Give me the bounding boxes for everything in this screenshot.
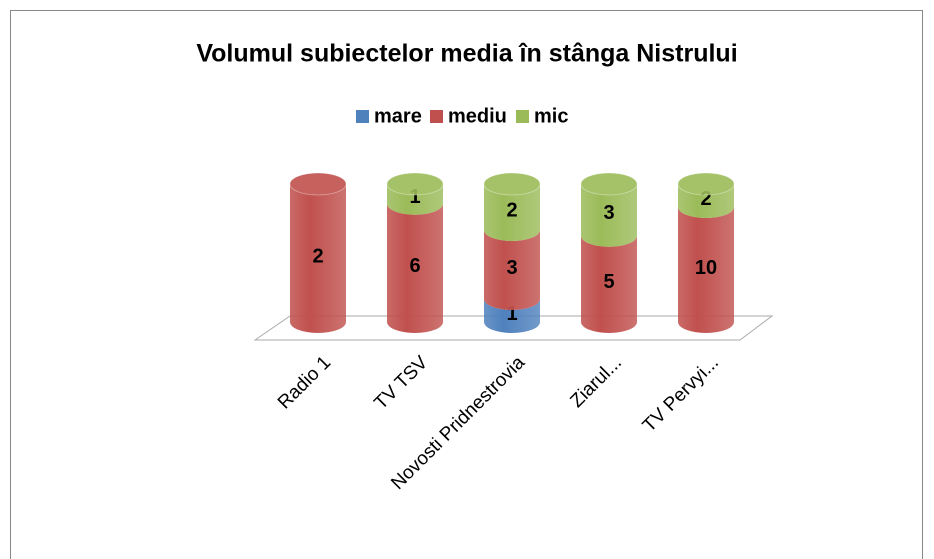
chart-frame [10,10,923,559]
data-label: 2 [700,188,711,210]
chart-title: Volumul subiectelor media în stânga Nist… [196,40,737,68]
bar-cap [677,172,735,196]
bar-cap [289,172,347,196]
data-label: 6 [409,255,420,277]
legend-label: mic [534,105,568,127]
legend-swatch [516,110,529,123]
bar-segment [678,184,734,218]
legend-label: mediu [448,105,507,127]
legend-label: mare [374,105,422,127]
data-label: 3 [506,257,517,279]
legend-swatch [356,110,369,123]
bar-segment [484,230,540,310]
bar-segment [290,184,346,333]
bar-segment [387,203,443,333]
data-label: 3 [603,202,614,224]
bar-cap [483,172,541,196]
data-label: 2 [312,245,323,267]
bar-segment [581,184,637,247]
data-label: 5 [603,271,614,293]
bar-segment [678,207,734,333]
bar-segment [387,184,443,215]
bar-cap [386,172,444,196]
legend-swatch [430,110,443,123]
data-label: 10 [695,257,717,279]
bar-segment [581,235,637,333]
bar-segment [484,184,540,241]
bar-segment [484,299,540,333]
data-label: 2 [506,199,517,221]
data-label: 1 [409,186,420,208]
bar-cap [580,172,638,196]
data-label: 1 [506,303,517,325]
